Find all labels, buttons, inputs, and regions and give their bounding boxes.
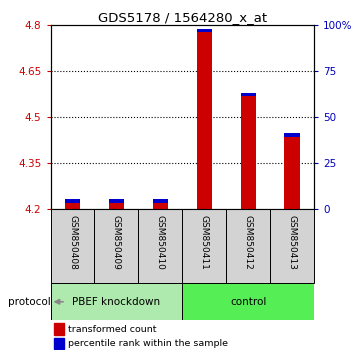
Text: GSM850410: GSM850410 <box>156 215 165 270</box>
Bar <box>65 203 80 210</box>
Bar <box>138 210 182 283</box>
Bar <box>240 97 256 210</box>
Bar <box>240 93 256 97</box>
Text: percentile rank within the sample: percentile rank within the sample <box>68 339 228 348</box>
Title: GDS5178 / 1564280_x_at: GDS5178 / 1564280_x_at <box>98 11 267 24</box>
Text: GSM850411: GSM850411 <box>200 215 209 270</box>
Bar <box>55 338 64 349</box>
Bar <box>65 199 80 203</box>
Bar <box>51 210 95 283</box>
Bar <box>182 283 314 320</box>
Bar <box>270 210 314 283</box>
Bar <box>226 210 270 283</box>
Bar <box>109 199 124 203</box>
Text: GSM850408: GSM850408 <box>68 215 77 270</box>
Text: protocol: protocol <box>8 297 51 307</box>
Bar <box>197 29 212 33</box>
Bar <box>153 199 168 203</box>
Text: control: control <box>230 297 266 307</box>
Bar <box>153 203 168 210</box>
Bar <box>95 210 138 283</box>
Text: PBEF knockdown: PBEF knockdown <box>72 297 161 307</box>
Bar <box>197 33 212 210</box>
Bar <box>51 283 182 320</box>
Bar <box>109 203 124 210</box>
Bar <box>182 210 226 283</box>
Text: GSM850409: GSM850409 <box>112 215 121 270</box>
Bar <box>284 133 300 137</box>
Bar <box>55 323 64 335</box>
Bar <box>284 137 300 210</box>
Text: transformed count: transformed count <box>68 325 156 333</box>
Text: GSM850412: GSM850412 <box>244 215 253 270</box>
Text: GSM850413: GSM850413 <box>288 215 297 270</box>
